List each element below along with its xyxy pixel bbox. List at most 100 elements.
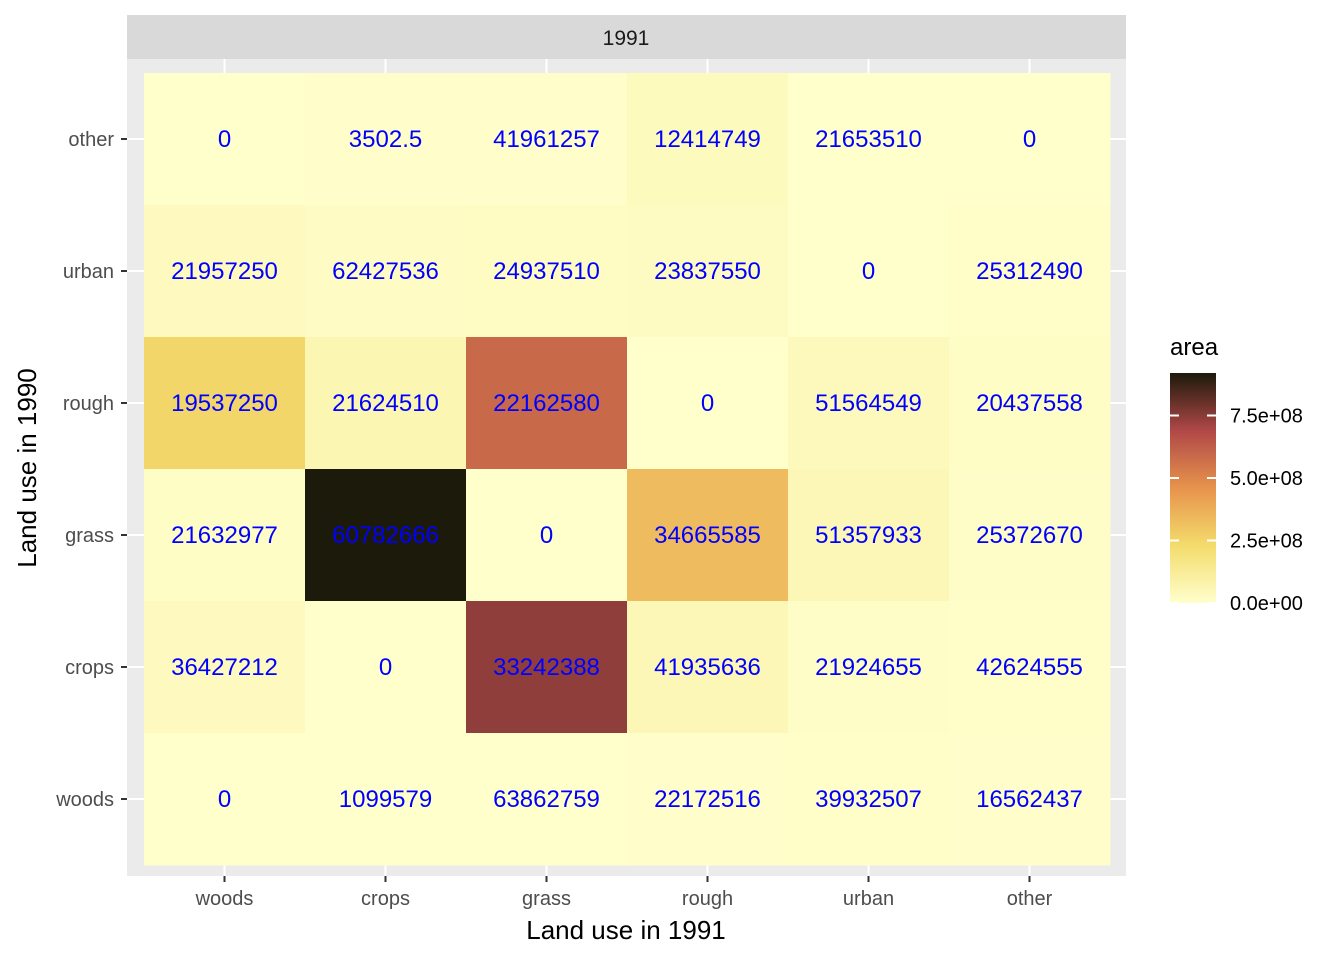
x-axis-title: Land use in 1991 [526, 915, 726, 945]
cell-value-label: 0 [701, 390, 714, 417]
cell-value-label: 34665585 [654, 522, 761, 549]
legend-tick-label: 7.5e+08 [1230, 406, 1303, 428]
facet-strip [127, 15, 1126, 59]
heatmap-cell-rough-urban [788, 337, 950, 470]
heatmap-cell-other-grass [466, 73, 628, 206]
cell-value-label: 41961257 [493, 126, 600, 153]
heatmap-cell-rough-other [949, 337, 1111, 470]
heatmap-cell-urban-woods [144, 205, 306, 338]
cell-value-label: 22172516 [654, 786, 761, 813]
cell-value-label: 24937510 [493, 258, 600, 285]
cell-value-label: 21653510 [815, 126, 922, 153]
heatmap-cell-woods-urban [788, 733, 950, 866]
x-tick-label: other [1007, 888, 1053, 910]
legend-ticks: 0.0e+00 2.5e+08 5.0e+08 7.5e+08 [1170, 406, 1303, 615]
cell-value-label: 20437558 [976, 390, 1083, 417]
cell-value-label: 21957250 [171, 258, 278, 285]
y-axis-ticks: woods crops grass rough urban other [55, 129, 127, 811]
cell-value-label: 1099579 [339, 786, 432, 813]
cell-value-label: 51564549 [815, 390, 922, 417]
heatmap-cell-urban-urban [788, 205, 950, 338]
cell-value-label: 12414749 [654, 126, 761, 153]
cell-value-label: 25372670 [976, 522, 1083, 549]
heatmap-cell-woods-rough [627, 733, 789, 866]
cell-value-labels: 0 3502.5 41961257 12414749 21653510 0 21957250… [171, 126, 1083, 813]
cell-value-label: 41935636 [654, 654, 761, 681]
heatmap-cell-grass-rough [627, 469, 789, 602]
cell-value-label: 21924655 [815, 654, 922, 681]
legend-tick-label: 0.0e+00 [1230, 593, 1303, 615]
cell-value-label: 42624555 [976, 654, 1083, 681]
y-tick-label: grass [65, 525, 114, 547]
heatmap-cell-other-woods [144, 73, 306, 206]
y-tick-label: woods [55, 789, 114, 811]
heatmap-cells [144, 73, 1111, 866]
cell-value-label: 16562437 [976, 786, 1083, 813]
heatmap-cell-woods-grass [466, 733, 628, 866]
heatmap-cell-other-crops [305, 73, 467, 206]
x-tick-label: grass [522, 888, 571, 910]
facet-strip-label: 1991 [603, 27, 650, 50]
heatmap-cell-rough-rough [627, 337, 789, 470]
cell-value-label: 39932507 [815, 786, 922, 813]
cell-value-label: 22162580 [493, 390, 600, 417]
y-tick-label: urban [63, 261, 114, 283]
heatmap-cell-urban-grass [466, 205, 628, 338]
cell-value-label: 0 [218, 786, 231, 813]
cell-value-label: 60782666 [332, 522, 439, 549]
heatmap-cell-grass-other [949, 469, 1111, 602]
heatmap-cell-crops-urban [788, 601, 950, 734]
cell-value-label: 21632977 [171, 522, 278, 549]
cell-value-label: 25312490 [976, 258, 1083, 285]
cell-value-label: 3502.5 [349, 126, 422, 153]
heatmap-cell-crops-woods [144, 601, 306, 734]
cell-value-label: 63862759 [493, 786, 600, 813]
cell-value-label: 0 [218, 126, 231, 153]
heatmap-cell-urban-rough [627, 205, 789, 338]
y-tick-label: rough [63, 393, 114, 415]
cell-value-label: 19537250 [171, 390, 278, 417]
heatmap-cell-crops-other [949, 601, 1111, 734]
heatmap-cell-rough-grass [466, 337, 628, 470]
y-tick-label: crops [65, 657, 114, 679]
cell-value-label: 23837550 [654, 258, 761, 285]
heatmap-cell-urban-other [949, 205, 1111, 338]
cell-value-label: 0 [862, 258, 875, 285]
cell-value-label: 62427536 [332, 258, 439, 285]
cell-value-label: 21624510 [332, 390, 439, 417]
heatmap-cell-woods-other [949, 733, 1111, 866]
x-tick-label: urban [843, 888, 894, 910]
legend-colorbar [1170, 373, 1216, 603]
cell-value-label: 33242388 [493, 654, 600, 681]
heatmap-cell-grass-urban [788, 469, 950, 602]
heatmap-cell-rough-crops [305, 337, 467, 470]
x-tick-label: woods [195, 888, 254, 910]
cell-value-label: 0 [540, 522, 553, 549]
legend-tick-label: 5.0e+08 [1230, 468, 1303, 490]
y-axis-title: Land use in 1990 [12, 368, 42, 568]
legend-tick-label: 2.5e+08 [1230, 531, 1303, 553]
x-axis-ticks: woods crops grass rough urban other [195, 876, 1053, 910]
x-tick-label: rough [682, 888, 733, 910]
heatmap-cell-other-other [949, 73, 1111, 206]
legend-title: area [1170, 334, 1219, 361]
heatmap-cell-woods-woods [144, 733, 306, 866]
heatmap-cell-urban-crops [305, 205, 467, 338]
heatmap-cell-other-urban [788, 73, 950, 206]
heatmap-cell-grass-crops [305, 469, 467, 602]
cell-value-label: 36427212 [171, 654, 278, 681]
y-tick-label: other [68, 129, 114, 151]
heatmap-cell-crops-crops [305, 601, 467, 734]
heatmap-cell-woods-crops [305, 733, 467, 866]
heatmap-cell-crops-grass [466, 601, 628, 734]
heatmap-cell-grass-grass [466, 469, 628, 602]
heatmap-cell-other-rough [627, 73, 789, 206]
heatmap-cell-rough-woods [144, 337, 306, 470]
cell-value-label: 0 [379, 654, 392, 681]
cell-value-label: 0 [1023, 126, 1036, 153]
cell-value-label: 51357933 [815, 522, 922, 549]
x-tick-label: crops [361, 888, 410, 910]
heatmap-cell-grass-woods [144, 469, 306, 602]
heatmap-cell-crops-rough [627, 601, 789, 734]
